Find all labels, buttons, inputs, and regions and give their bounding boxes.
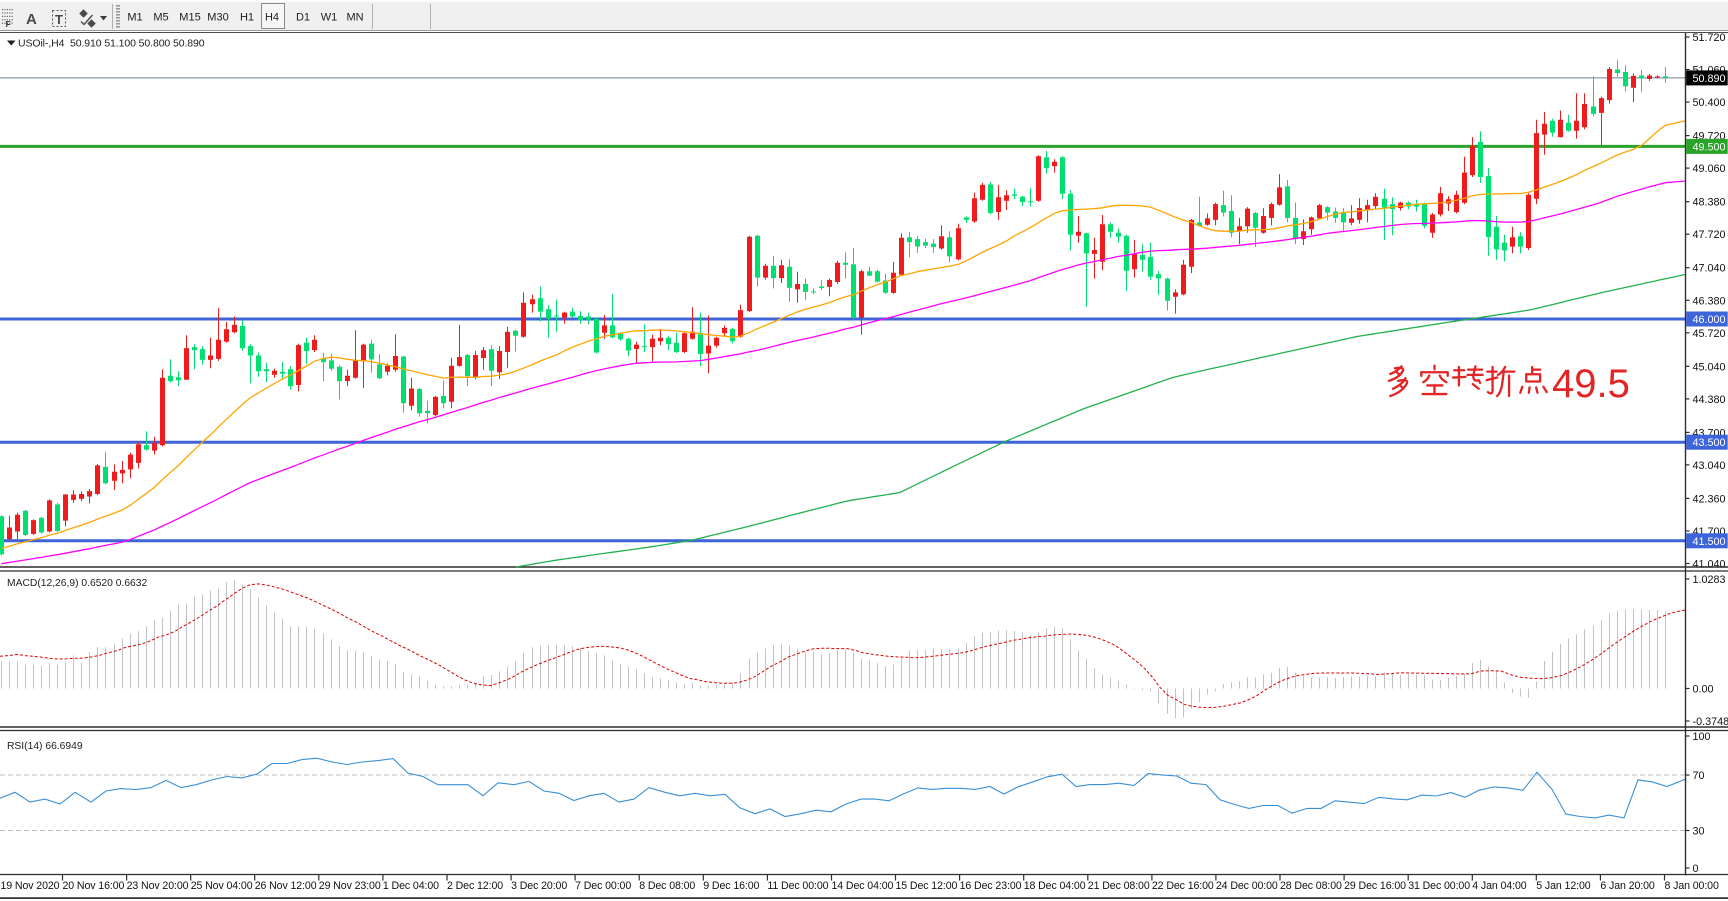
svg-text:MN: MN: [346, 12, 363, 24]
svg-text:14 Dec 04:00: 14 Dec 04:00: [832, 880, 894, 892]
svg-text:29 Nov 23:00: 29 Nov 23:00: [319, 880, 381, 892]
svg-text:49.060: 49.060: [1693, 163, 1726, 175]
svg-text:6 Jan 20:00: 6 Jan 20:00: [1600, 880, 1654, 892]
svg-text:1.0283: 1.0283: [1693, 574, 1726, 586]
svg-text:51.720: 51.720: [1693, 32, 1726, 44]
svg-text:M5: M5: [153, 12, 168, 24]
svg-text:41.040: 41.040: [1693, 559, 1726, 571]
svg-text:50.890: 50.890: [1693, 73, 1726, 85]
svg-text:0: 0: [1693, 863, 1699, 875]
svg-text:W1: W1: [321, 12, 338, 24]
svg-text:2 Dec 12:00: 2 Dec 12:00: [447, 880, 503, 892]
svg-text:-0.3748: -0.3748: [1693, 716, 1728, 728]
svg-text:50.400: 50.400: [1693, 97, 1726, 109]
svg-text:19 Nov 2020: 19 Nov 2020: [1, 880, 60, 892]
svg-text:M1: M1: [127, 12, 142, 24]
svg-text:20 Nov 16:00: 20 Nov 16:00: [63, 880, 125, 892]
svg-text:28 Dec 08:00: 28 Dec 08:00: [1280, 880, 1342, 892]
svg-text:16 Dec 23:00: 16 Dec 23:00: [960, 880, 1022, 892]
svg-text:43.040: 43.040: [1693, 460, 1726, 472]
svg-text:T: T: [55, 12, 63, 27]
svg-text:100: 100: [1693, 731, 1711, 743]
svg-text:45.040: 45.040: [1693, 361, 1726, 373]
svg-text:3 Dec 20:00: 3 Dec 20:00: [511, 880, 567, 892]
svg-text:49.5: 49.5: [1552, 362, 1630, 406]
svg-text:29 Dec 16:00: 29 Dec 16:00: [1344, 880, 1406, 892]
svg-text:RSI(14) 66.6949: RSI(14) 66.6949: [7, 741, 83, 752]
svg-text:23 Nov 20:00: 23 Nov 20:00: [127, 880, 189, 892]
svg-text:49.500: 49.500: [1693, 141, 1726, 153]
svg-text:15 Dec 12:00: 15 Dec 12:00: [896, 880, 958, 892]
svg-text:43.500: 43.500: [1693, 437, 1726, 449]
svg-text:48.380: 48.380: [1693, 197, 1726, 209]
svg-text:25 Nov 04:00: 25 Nov 04:00: [191, 880, 253, 892]
svg-text:21 Dec 08:00: 21 Dec 08:00: [1088, 880, 1150, 892]
svg-text:42.360: 42.360: [1693, 493, 1726, 505]
svg-text:9 Dec 16:00: 9 Dec 16:00: [703, 880, 759, 892]
svg-text:M30: M30: [207, 12, 228, 24]
svg-text:30: 30: [1693, 826, 1705, 838]
svg-text:26 Nov 12:00: 26 Nov 12:00: [255, 880, 317, 892]
svg-text:70: 70: [1693, 770, 1705, 782]
svg-text:8 Jan 00:00: 8 Jan 00:00: [1665, 880, 1719, 892]
svg-text:USOil-,H4 50.910 51.100 50.80: USOil-,H4 50.910 51.100 50.800 50.890: [18, 38, 205, 50]
svg-text:24 Dec 00:00: 24 Dec 00:00: [1216, 880, 1278, 892]
svg-text:46.380: 46.380: [1693, 295, 1726, 307]
svg-text:5 Jan 12:00: 5 Jan 12:00: [1536, 880, 1590, 892]
svg-text:47.040: 47.040: [1693, 263, 1726, 275]
svg-text:MACD(12,26,9) 0.6520 0.6632: MACD(12,26,9) 0.6520 0.6632: [7, 578, 148, 589]
svg-text:D1: D1: [296, 12, 310, 24]
svg-text:F: F: [6, 19, 11, 29]
svg-text:1 Dec 04:00: 1 Dec 04:00: [383, 880, 439, 892]
svg-text:11 Dec 00:00: 11 Dec 00:00: [767, 880, 828, 892]
svg-text:7 Dec 00:00: 7 Dec 00:00: [575, 880, 631, 892]
svg-text:22 Dec 16:00: 22 Dec 16:00: [1152, 880, 1214, 892]
svg-text:46.000: 46.000: [1693, 314, 1726, 326]
svg-text:41.500: 41.500: [1693, 536, 1726, 548]
svg-text:45.720: 45.720: [1693, 328, 1726, 340]
svg-text:31 Dec 00:00: 31 Dec 00:00: [1408, 880, 1470, 892]
svg-text:M15: M15: [179, 12, 200, 24]
svg-text:0.00: 0.00: [1693, 684, 1714, 696]
svg-text:4 Jan 04:00: 4 Jan 04:00: [1472, 880, 1526, 892]
svg-text:47.720: 47.720: [1693, 229, 1726, 241]
svg-text:18 Dec 04:00: 18 Dec 04:00: [1024, 880, 1086, 892]
svg-text:44.380: 44.380: [1693, 394, 1726, 406]
svg-text:A: A: [26, 11, 37, 28]
svg-text:H1: H1: [240, 12, 254, 24]
svg-text:H4: H4: [265, 12, 279, 24]
svg-text:8 Dec 08:00: 8 Dec 08:00: [639, 880, 695, 892]
